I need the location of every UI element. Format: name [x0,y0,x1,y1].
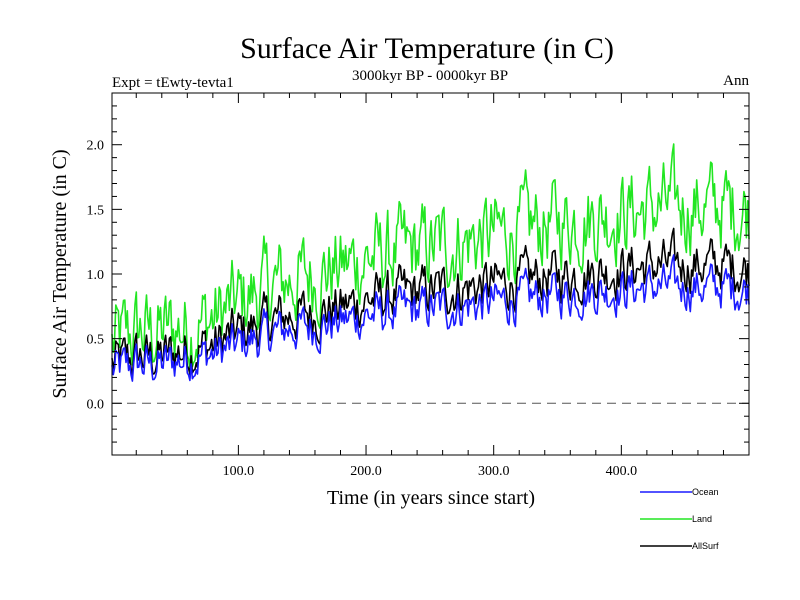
x-tick-label: 100.0 [223,464,255,479]
series-line-land [111,143,750,371]
legend-label-land: Land [692,514,712,524]
series-line-ocean [111,254,750,382]
axis-layer: 100.0 200.0 300.0 400.0 0.0 0.5 1.0 1.5 2.0 [87,93,749,479]
plot-frame [111,92,750,456]
season-label: Ann [723,73,749,89]
y-tick-label: 0.0 [87,397,105,412]
x-axis-label: Time (in years since start) [327,487,535,509]
legend-label-ocean: Ocean [692,487,719,497]
chart-title: Surface Air Temperature (in C) [240,32,614,65]
x-tick-label: 400.0 [606,464,638,479]
legend-label-allsurf: AllSurf [692,541,719,551]
x-tick-label: 200.0 [350,464,382,479]
x-tick-label: 300.0 [478,464,510,479]
experiment-label: Expt = tEwty-tevta1 [112,75,234,91]
y-tick-label: 1.0 [87,268,105,283]
y-tick-label: 2.0 [87,139,105,154]
y-tick-label: 0.5 [87,333,105,348]
legend: Ocean Land AllSurf [640,487,719,551]
chart-subtitle: 3000kyr BP - 0000kyr BP [352,68,508,84]
y-axis-label: Surface Air Temperature (in C) [49,149,71,398]
series-layer [111,143,750,382]
y-tick-label: 1.5 [87,203,105,218]
